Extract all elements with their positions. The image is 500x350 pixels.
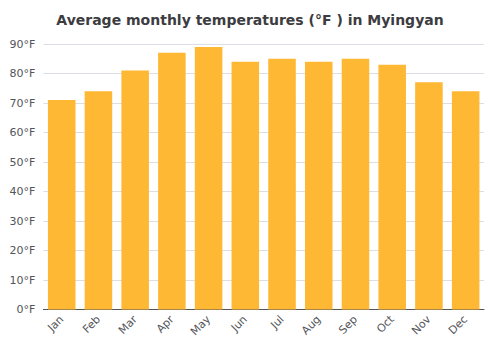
svg-text:Mar: Mar (116, 313, 140, 337)
svg-text:50°F: 50°F (10, 156, 36, 169)
svg-text:May: May (188, 313, 214, 339)
svg-text:Jun: Jun (228, 313, 250, 335)
svg-text:80°F: 80°F (10, 67, 36, 80)
svg-text:Average monthly temperatures (: Average monthly temperatures (°F ) in My… (56, 12, 443, 28)
svg-text:30°F: 30°F (10, 215, 36, 228)
svg-text:40°F: 40°F (10, 185, 36, 198)
svg-text:Oct: Oct (374, 312, 397, 335)
svg-text:Jan: Jan (44, 313, 66, 335)
svg-text:Apr: Apr (154, 313, 177, 336)
svg-text:Dec: Dec (446, 313, 470, 337)
svg-text:Aug: Aug (299, 313, 323, 337)
svg-text:20°F: 20°F (10, 244, 36, 257)
svg-text:70°F: 70°F (10, 97, 36, 110)
svg-text:Nov: Nov (409, 313, 434, 338)
svg-text:Jul: Jul (267, 313, 286, 332)
svg-text:90°F: 90°F (10, 38, 36, 51)
svg-text:Feb: Feb (80, 313, 103, 336)
svg-text:0°F: 0°F (17, 303, 36, 316)
svg-text:10°F: 10°F (10, 274, 36, 287)
svg-text:Sep: Sep (336, 313, 360, 337)
svg-text:60°F: 60°F (10, 126, 36, 139)
